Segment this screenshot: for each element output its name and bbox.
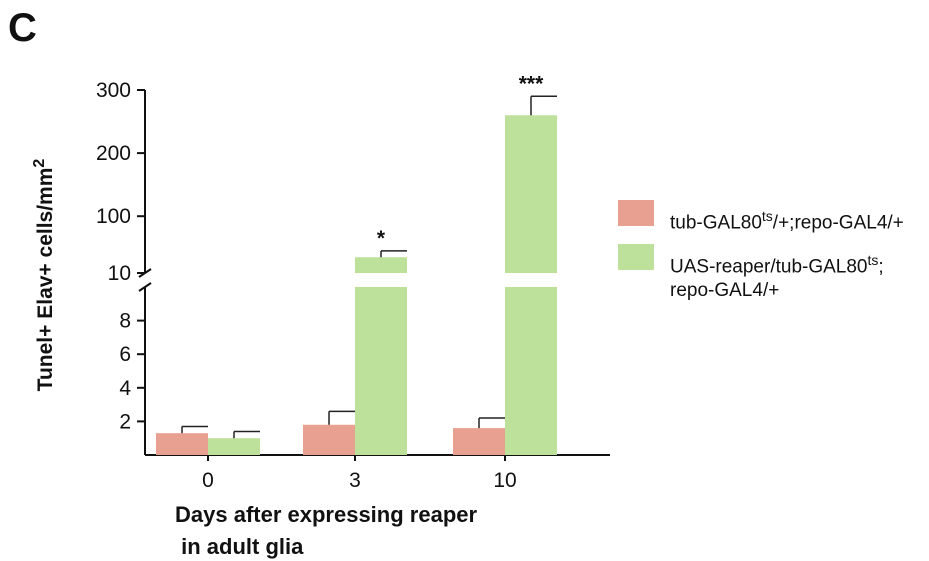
- bar-upper-segment: [355, 257, 407, 273]
- bar: [303, 424, 355, 455]
- legend-label-reaper: UAS-reaper/tub-GAL80ts; repo-GAL4/+: [670, 252, 884, 302]
- legend-swatch-control: [618, 200, 654, 226]
- legend-item-reaper: UAS-reaper/tub-GAL80ts; repo-GAL4/+: [618, 244, 884, 303]
- y-tick-label: 4: [119, 377, 131, 400]
- x-tick-label: 3: [349, 469, 361, 492]
- y-tick-label: 2: [119, 410, 131, 433]
- x-axis-label-line2: in adult glia: [175, 534, 304, 559]
- x-axis-label: Days after expressing reaper: [175, 502, 478, 527]
- x-tick-label: 10: [493, 469, 516, 492]
- bar: [156, 433, 208, 455]
- legend-item-control: tub-GAL80ts/+;repo-GAL4/+: [618, 200, 904, 235]
- y-tick-label: 100: [96, 205, 131, 228]
- y-tick-label: 8: [119, 310, 131, 333]
- bar: [453, 428, 505, 455]
- chart-error-bars: ****: [181, 72, 557, 439]
- bar: [208, 438, 260, 455]
- x-tick-label: 0: [202, 469, 214, 492]
- y-tick-label: 6: [119, 343, 131, 366]
- legend-label-control: tub-GAL80ts/+;repo-GAL4/+: [670, 208, 904, 234]
- axis-break-mark: [138, 282, 152, 292]
- panel-label: C: [8, 6, 37, 50]
- chart-bars: [156, 115, 557, 455]
- y-tick-label: 300: [96, 79, 131, 102]
- significance-label: ***: [519, 72, 544, 95]
- y-axis-label: Tunel+ Elav+ cells/mm2: [31, 159, 57, 392]
- y-tick-label: 10: [108, 262, 131, 285]
- y-tick-label: 200: [96, 142, 131, 165]
- significance-label: *: [377, 227, 386, 250]
- legend-swatch-reaper: [618, 244, 654, 270]
- bar-upper-segment: [505, 115, 557, 273]
- bar: [505, 287, 557, 455]
- bar: [355, 287, 407, 455]
- chart-ticks: 2 4 6 8 10 100 200 300 0 3 10: [96, 79, 517, 492]
